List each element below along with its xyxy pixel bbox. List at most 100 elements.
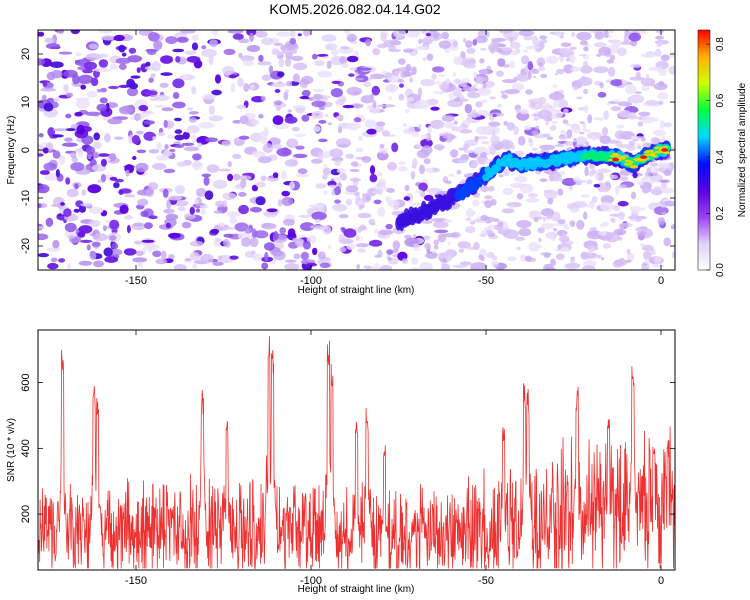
heatmap-cell: [162, 188, 169, 198]
heatmap-cell: [464, 103, 472, 114]
heatmap-cell: [601, 127, 609, 136]
heatmap-cell: [58, 51, 73, 55]
heatmap-cell: [484, 200, 493, 208]
heatmap-cell: [525, 45, 540, 50]
spectrogram-signal-track: [395, 140, 672, 232]
heatmap-cell: [537, 216, 542, 220]
heatmap-cell: [260, 95, 266, 101]
heatmap-cell: [532, 75, 537, 79]
heatmap-cell: [612, 260, 624, 268]
heatmap-cell: [470, 262, 481, 270]
heatmap-cell: [571, 125, 581, 134]
heatmap-cell: [176, 161, 188, 167]
heatmap-cell: [166, 199, 172, 210]
signal-track-cell: [620, 155, 629, 158]
heatmap-cell: [589, 163, 595, 170]
heatmap-cell: [345, 122, 361, 131]
heatmap-cell: [518, 30, 535, 37]
heatmap-cell: [85, 53, 102, 61]
heatmap-cell: [113, 182, 120, 189]
heatmap-cell: [86, 146, 95, 155]
heatmap-cell: [497, 221, 504, 227]
heatmap-cell: [611, 106, 622, 112]
heatmap-cell: [227, 161, 232, 168]
snr-panel: -150 -100 -50 0 200 400 600 Height of straight…: [6, 329, 676, 595]
heatmap-cell: [88, 206, 104, 215]
snr-ylabel: SNR (10 * v/v): [6, 418, 17, 482]
heatmap-cell: [76, 124, 85, 135]
heatmap-cell: [293, 62, 308, 71]
heatmap-cell: [484, 195, 493, 200]
heatmap-cell: [591, 196, 598, 203]
heatmap-cell: [358, 135, 363, 141]
heatmap-cell: [138, 261, 144, 268]
heatmap-cell: [562, 233, 566, 236]
spectrogram-xtick-label: -100: [300, 275, 322, 287]
heatmap-cell: [297, 168, 308, 175]
heatmap-cell: [557, 219, 566, 225]
heatmap-cell: [393, 205, 399, 211]
heatmap-cell: [145, 61, 151, 67]
heatmap-cell: [545, 55, 559, 64]
heatmap-cell: [356, 264, 361, 270]
heatmap-cell: [312, 247, 318, 256]
heatmap-cell: [174, 185, 185, 194]
heatmap-cell: [538, 62, 543, 67]
heatmap-cell: [351, 161, 359, 167]
heatmap-cell: [229, 255, 239, 260]
heatmap-cell: [554, 31, 563, 37]
heatmap-cell: [226, 211, 240, 218]
heatmap-cell: [323, 190, 328, 195]
heatmap-cell: [276, 147, 292, 157]
heatmap-cell: [334, 177, 343, 181]
heatmap-cell: [135, 250, 144, 257]
heatmap-cell: [482, 82, 487, 89]
heatmap-cell: [113, 136, 124, 140]
heatmap-cell: [558, 98, 569, 109]
heatmap-cell: [441, 31, 449, 40]
heatmap-cell: [109, 176, 118, 181]
heatmap-cell: [531, 102, 536, 108]
heatmap-cell: [385, 223, 393, 230]
heatmap-cell: [452, 40, 458, 48]
heatmap-cell: [214, 74, 222, 84]
heatmap-cell: [511, 144, 515, 150]
heatmap-cell: [377, 178, 387, 187]
heatmap-cell: [184, 213, 196, 220]
heatmap-cell: [559, 177, 564, 182]
heatmap-cell: [272, 115, 284, 125]
heatmap-cell: [556, 68, 565, 75]
heatmap-cell: [599, 82, 604, 89]
heatmap-cell: [125, 169, 130, 177]
heatmap-cell: [458, 248, 465, 253]
spectrogram-ylabel: Frequency (Hz): [6, 116, 17, 185]
heatmap-cell: [370, 104, 380, 115]
heatmap-cell: [273, 42, 283, 46]
heatmap-cell: [88, 220, 101, 227]
heatmap-cell: [434, 81, 444, 85]
heatmap-cell: [617, 200, 629, 207]
heatmap-cell: [377, 104, 386, 108]
heatmap-cell: [346, 185, 359, 193]
heatmap-cell: [312, 88, 324, 93]
heatmap-cell: [411, 267, 420, 270]
heatmap-cell: [154, 94, 170, 101]
heatmap-cell: [440, 261, 446, 268]
heatmap-cell: [210, 228, 220, 234]
heatmap-cell: [571, 201, 588, 208]
heatmap-cell: [498, 174, 504, 178]
signal-track-cell: [651, 154, 658, 158]
heatmap-cell: [99, 97, 108, 104]
heatmap-cell: [144, 244, 160, 251]
heatmap-cell: [375, 121, 386, 127]
heatmap-cell: [227, 173, 234, 182]
heatmap-cell: [261, 262, 269, 270]
heatmap-cell: [38, 233, 49, 241]
heatmap-cell: [609, 54, 616, 61]
heatmap-cell: [300, 83, 308, 89]
heatmap-cell: [359, 224, 367, 231]
heatmap-cell: [509, 183, 526, 188]
heatmap-cell: [89, 251, 97, 260]
heatmap-cell: [596, 254, 602, 259]
heatmap-cell: [300, 222, 315, 232]
